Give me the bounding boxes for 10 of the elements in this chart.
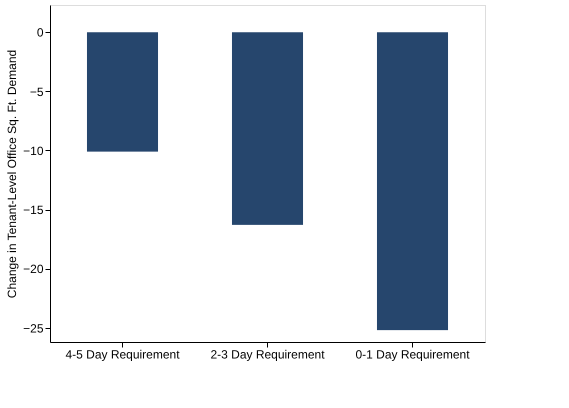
- x-tick-label: 4-5 Day Requirement: [65, 348, 180, 362]
- y-tick-label: −25: [23, 321, 44, 336]
- x-tick-label: 2-3 Day Requirement: [210, 348, 326, 362]
- y-tick-label: −5: [30, 84, 44, 99]
- y-tick-label: −15: [23, 203, 44, 218]
- x-tick-label: 0-1 Day Requirement: [355, 348, 470, 362]
- y-tick-label: −10: [23, 144, 44, 158]
- y-axis-title: Change in Tenant-Level Office Sq. Ft. Demand: [5, 50, 20, 298]
- y-tick-label: 0: [36, 26, 44, 40]
- y-tick-label: −20: [23, 262, 44, 276]
